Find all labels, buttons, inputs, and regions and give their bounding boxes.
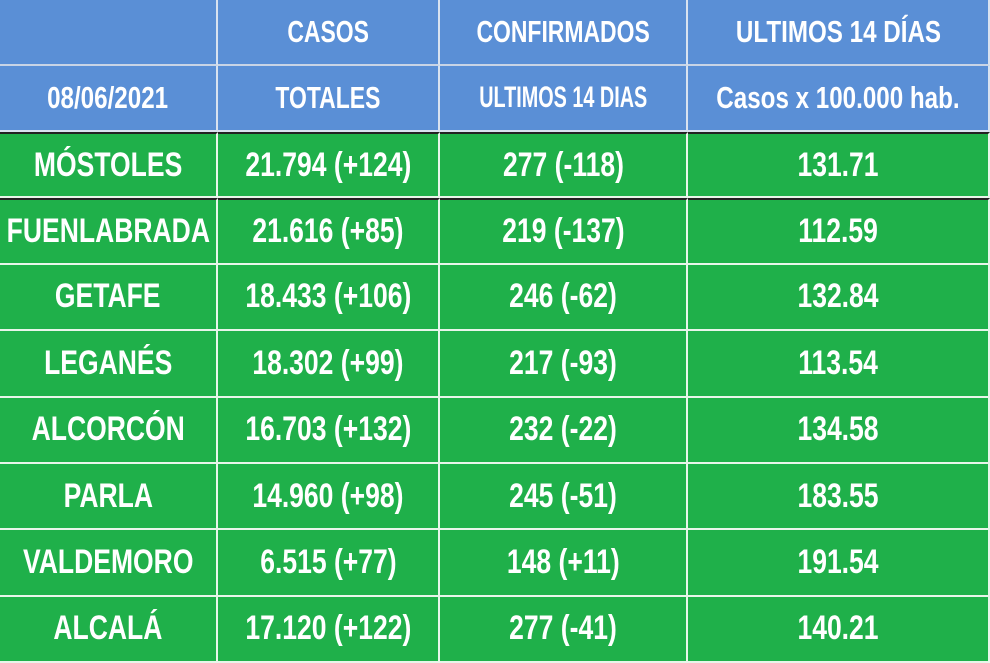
cell-text: CASOS: [287, 14, 369, 49]
cell-text: 219 (-137): [501, 212, 625, 251]
cell-text: 277 (-118): [502, 145, 624, 184]
cell-text: ULTIMOS 14 DIAS: [479, 81, 647, 114]
cell-text: TOTALES: [275, 80, 381, 115]
row-label: ALCORCÓN: [0, 397, 218, 464]
data-cell: 18.302 (+99): [218, 331, 440, 398]
data-cell: 191.54: [688, 530, 990, 597]
data-cell: 112.59: [688, 198, 990, 265]
header-cell: CASOS: [218, 0, 440, 66]
cell-text: LEGANÉS: [43, 343, 173, 382]
cell-text: FUENLABRADA: [6, 212, 210, 251]
header-cell: ULTIMOS 14 DIAS: [440, 66, 688, 132]
cell-text: 140.21: [797, 609, 879, 648]
data-cell: 183.55: [688, 463, 990, 531]
data-cell: 18.433 (+106): [218, 264, 440, 332]
cell-text: 232 (-22): [509, 410, 617, 449]
cell-text: 21.616 (+85): [252, 212, 404, 251]
header-cell: 08/06/2021: [0, 66, 218, 132]
cell-text: Casos x 100.000 hab.: [716, 80, 960, 115]
data-cell: 245 (-51): [440, 463, 688, 531]
cell-text: VALDEMORO: [22, 542, 194, 581]
row-label: FUENLABRADA: [0, 198, 218, 265]
cell-text: 183.55: [797, 476, 879, 515]
header-cell: CONFIRMADOS: [440, 0, 688, 66]
data-cell: 131.71: [688, 132, 990, 199]
data-cell: 6.515 (+77): [218, 530, 440, 597]
cell-text: ALCALÁ: [53, 609, 163, 648]
cell-text: 112.59: [798, 212, 878, 251]
cell-text: 16.703 (+132): [245, 410, 411, 449]
cell-text: 217 (-93): [509, 343, 617, 382]
cell-text: 21.794 (+124): [245, 145, 411, 184]
data-cell: 277 (-118): [440, 132, 688, 199]
cell-text: 132.84: [797, 277, 879, 316]
cell-text: 18.433 (+106): [245, 277, 411, 316]
data-cell: 217 (-93): [440, 331, 688, 398]
data-cell: 21.616 (+85): [218, 198, 440, 265]
data-cell: 219 (-137): [440, 198, 688, 265]
data-cell: 140.21: [688, 596, 990, 663]
cell-text: 08/06/2021: [47, 80, 169, 115]
header-cell: ULTIMOS 14 DÍAS: [688, 0, 990, 66]
cell-text: ALCORCÓN: [31, 410, 185, 449]
cell-text: MÓSTOLES: [33, 145, 183, 184]
data-cell: 246 (-62): [440, 264, 688, 332]
cell-text: 191.54: [797, 542, 879, 581]
data-cell: 113.54: [688, 331, 990, 398]
row-label: PARLA: [0, 463, 218, 531]
cell-text: 17.120 (+122): [245, 609, 411, 648]
row-label: MÓSTOLES: [0, 132, 218, 199]
cell-text: 131.71: [797, 145, 879, 184]
data-cell: 232 (-22): [440, 397, 688, 464]
row-label: ALCALÁ: [0, 596, 218, 663]
row-label: VALDEMORO: [0, 530, 218, 597]
cell-text: GETAFE: [55, 277, 161, 316]
cell-text: PARLA: [63, 476, 153, 515]
cell-text: 113.54: [798, 343, 878, 382]
data-cell: 277 (-41): [440, 596, 688, 663]
cell-text: 6.515 (+77): [259, 542, 397, 581]
data-cell: 14.960 (+98): [218, 463, 440, 531]
header-cell: [0, 0, 218, 66]
row-label: GETAFE: [0, 264, 218, 332]
cell-text: CONFIRMADOS: [476, 14, 650, 49]
cell-text: 245 (-51): [509, 476, 617, 515]
data-cell: 17.120 (+122): [218, 596, 440, 663]
data-cell: 134.58: [688, 397, 990, 464]
data-cell: 16.703 (+132): [218, 397, 440, 464]
cell-text: 148 (+11): [506, 542, 620, 581]
cell-text: 246 (-62): [509, 277, 617, 316]
header-cell: TOTALES: [218, 66, 440, 132]
data-cell: 132.84: [688, 264, 990, 332]
cell-text: 18.302 (+99): [252, 343, 404, 382]
data-cell: 21.794 (+124): [218, 132, 440, 199]
data-cell: 148 (+11): [440, 530, 688, 597]
cell-text: 134.58: [797, 410, 879, 449]
cell-text: ULTIMOS 14 DÍAS: [735, 14, 941, 49]
header-cell: Casos x 100.000 hab.: [688, 66, 990, 132]
row-label: LEGANÉS: [0, 331, 218, 398]
cell-text: 277 (-41): [509, 609, 617, 648]
cell-text: 14.960 (+98): [252, 476, 404, 515]
